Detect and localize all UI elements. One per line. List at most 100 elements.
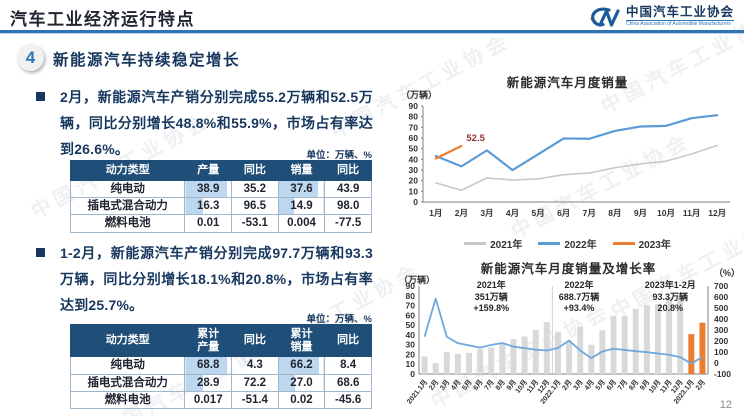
left-tick-label: 40 [406,330,416,340]
annotation-line: 2022年 [564,280,594,290]
table-cell: 14.9 [277,197,326,216]
table-cell: 纯电动 [69,356,186,375]
x-tick-label: 8月 [494,378,507,392]
y-tick-label: 70 [409,122,419,132]
table-cell: 37.6 [277,179,326,199]
table-cell: 66.2 [277,356,326,375]
left-tick-label: 60 [406,310,416,320]
sales-bar [566,341,573,374]
table-row: 纯电动 38.9 35.2 37.6 43.9 [69,179,372,199]
y-tick-label: 60 [409,133,419,143]
sales-bar [588,344,595,374]
table-cell: -77.5 [324,214,372,233]
x-tick-label: 5月 [594,378,607,392]
sales-bar [632,308,639,374]
table-cell: 38.9 [184,179,233,199]
table-header-cell: 同比 [231,323,279,358]
sales-bar [666,297,673,374]
bullet-square-icon [36,248,45,257]
sales-bar [677,294,684,374]
org-name-cn: 中国汽车工业协会 [625,5,734,20]
legend-item: 2023年 [612,236,671,251]
sales-bar [421,356,428,374]
right-tick-label: 300 [714,325,728,335]
table-cell: 0.01 [184,214,233,233]
chart2-left-axis-label: （万辆） [399,275,436,285]
x-tick-label: 3月 [572,378,585,392]
left-tick-label: 0 [410,369,415,379]
right-tick-label: 100 [714,347,728,357]
sales-bar [688,334,695,374]
section-number-badge: 4 [17,44,44,71]
legend-label: 2023年 [638,240,671,251]
table-cell: 35.2 [231,179,279,199]
annotation-line: 351万辆 [474,291,508,302]
chart2-right-axis-label: （%） [713,268,740,278]
bullet-paragraph-feb: 2月，新能源汽车产销分别完成55.2万辆和52.5万辆，同比分别增长48.8%和… [33,84,373,162]
chart1-unit-label: （万辆） [401,90,438,100]
table-cell: 43.9 [324,179,372,199]
left-tick-label: 30 [406,340,416,350]
table-cell: 28.9 [184,373,233,393]
annotation-line: 93.3万辆 [652,291,689,302]
org-name-en: China Association of Automobile Manufact… [625,20,734,28]
x-tick-label: 2月 [455,208,468,218]
y-tick-label: 20 [409,176,419,186]
chart2-title: 新能源汽车月度销量及增长率 [480,262,657,276]
x-tick-label: 2021.1月 [405,378,429,405]
table-cell: 96.5 [231,197,279,216]
series-line-2021年 [434,144,719,192]
x-tick-label: 3月 [480,208,493,218]
legend-item: 2022年 [538,236,597,251]
sales-bar [466,352,473,374]
x-tick-label: 7月 [616,378,629,392]
sales-bar [510,339,517,374]
table-cell: 0.02 [277,391,326,410]
table-row: 纯电动 68.8 4.3 66.2 8.4 [69,356,372,375]
sales-bar [477,348,484,374]
left-tick-label: 70 [406,301,416,311]
legend-label: 2021年 [490,240,523,251]
y-tick-label: 50 [409,144,419,154]
table-cell: 68.6 [324,373,372,393]
table-cell: 燃料电池 [69,391,186,410]
sales-bar [443,351,450,374]
x-tick-label: 5月 [532,208,545,218]
chart1-legend: 2021年 2022年 2023年 [393,236,742,251]
table-cell: 68.8 [184,356,233,375]
sales-growth-chart: 新能源汽车月度销量及增长率 （万辆） （%） 0 10 20 30 40 50 60 70 80… [393,256,744,414]
bullet-square-icon [36,92,45,101]
header-rule [0,30,744,33]
sales-bar [432,363,439,374]
sales-bar [532,330,539,374]
table-cell: -53.1 [231,214,279,233]
left-tick-label: 90 [406,282,416,291]
y-tick-label: 80 [409,112,419,122]
table-header-cell: 销量 [277,160,326,181]
table-header-cell: 产量 [184,160,233,181]
left-tick-label: 10 [406,359,416,369]
x-tick-label: 12月 [708,208,726,218]
right-tick-label: 500 [714,303,728,313]
table-cell: 8.4 [324,356,372,375]
y-tick-label: 10 [409,186,419,196]
sales-bar [654,304,661,374]
x-tick-label: 11月 [683,208,701,218]
annotation-line: 2023年1-2月 [644,280,696,290]
right-tick-label: -100 [714,369,731,379]
x-tick-label: 6月 [472,378,485,392]
x-tick-label: 10月 [647,378,662,395]
table-cell: 4.3 [231,356,279,375]
x-tick-label: 5月 [461,378,474,392]
sales-bar [454,353,461,374]
x-tick-label: 2月 [694,378,707,392]
table-cell: 98.0 [324,197,372,216]
table-cell: 插电式混合动力 [69,373,186,393]
table-header-cell: 动力类型 [69,323,186,358]
sales-bar [621,316,628,374]
bullet-text: 1-2月，新能源汽车产销分别完成97.7万辆和93.3万辆，同比分别增长18.1… [60,245,373,313]
table-cell: 16.3 [184,197,233,216]
x-tick-label: 6月 [605,378,618,392]
